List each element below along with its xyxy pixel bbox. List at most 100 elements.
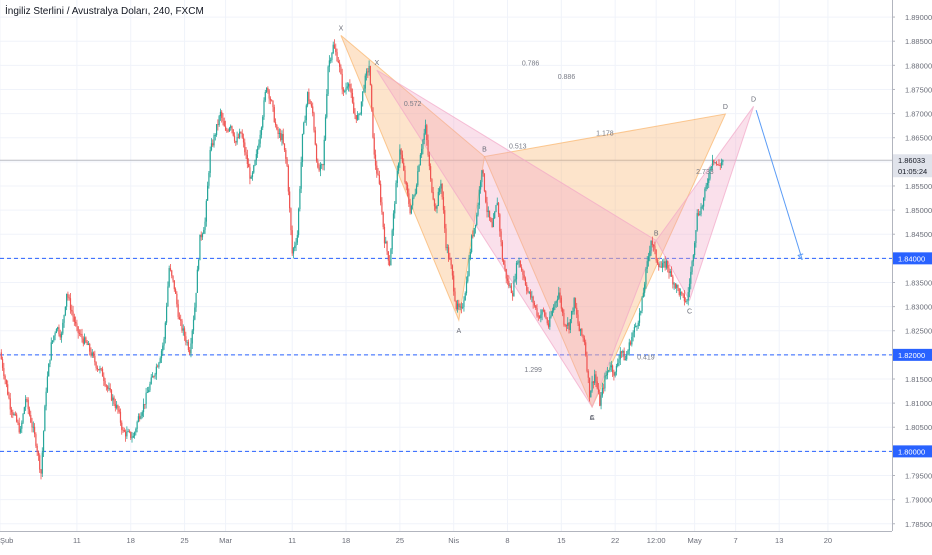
price-tick-label: 1.86500 <box>905 134 932 143</box>
candle-body <box>719 165 721 166</box>
time-axis[interactable]: Şub 11 18 25 Mar 11 18 25 Nis 8 15 22 12:00 May 7 13 20 <box>0 531 892 546</box>
countdown-label: 01:05:24 <box>898 167 927 176</box>
candle-body <box>687 292 689 301</box>
candle-body <box>148 390 150 393</box>
candle-body <box>27 399 29 410</box>
pattern-pink-point-label: A <box>590 415 595 422</box>
candle-body <box>535 305 537 309</box>
candle-body <box>372 107 374 138</box>
candle-body <box>236 137 238 143</box>
candle-body <box>262 116 264 128</box>
candle-body <box>163 338 165 346</box>
candle-body <box>594 374 596 383</box>
time-tick-label: Mar <box>219 536 232 545</box>
candle-body <box>614 371 616 376</box>
candle-body <box>705 185 707 189</box>
price-axis-bg <box>892 0 932 550</box>
candle-body <box>472 235 474 237</box>
candle-body <box>186 342 188 343</box>
time-tick-label: Nis <box>448 536 459 545</box>
time-tick-label: 25 <box>180 536 188 545</box>
candle-body <box>46 376 49 392</box>
candle-body <box>697 213 700 216</box>
projection-arrow-head <box>797 253 804 261</box>
candle-body <box>587 371 589 378</box>
candle-body <box>287 166 289 192</box>
candle-body <box>663 261 665 264</box>
candle-body <box>431 178 433 193</box>
candle-body <box>482 170 484 174</box>
time-tick-label: 7 <box>734 536 738 545</box>
candle-body <box>346 86 348 88</box>
candle-body <box>559 292 561 298</box>
candle-body <box>282 133 284 144</box>
candle-body <box>421 148 423 155</box>
price-axis[interactable]: 1.89000 1.88500 1.88000 1.87500 1.87000 1.865… <box>892 0 932 550</box>
candle-body <box>95 362 97 368</box>
candle-body <box>491 221 493 228</box>
candle-body <box>59 334 61 338</box>
candle-body <box>486 202 488 213</box>
candle-body <box>526 284 528 291</box>
candle-body <box>709 168 711 179</box>
candle-body <box>362 91 364 102</box>
candle-body <box>49 359 51 365</box>
candle-body <box>583 338 586 343</box>
candle-body <box>37 452 40 456</box>
candle-body <box>578 323 580 332</box>
candle-body <box>371 85 373 108</box>
candle-body <box>567 322 569 326</box>
candle-body <box>199 234 201 261</box>
candle-body <box>654 246 656 250</box>
candle-body <box>386 241 388 252</box>
candle-body <box>437 191 439 207</box>
candle-body <box>382 212 384 227</box>
candle-body <box>139 416 141 419</box>
candle-body <box>233 135 236 142</box>
candle-body <box>131 437 133 439</box>
candle-body <box>400 149 402 155</box>
pattern-pink-point-label: D <box>751 96 756 103</box>
candle-body <box>258 143 260 149</box>
candle-body <box>109 387 111 391</box>
level-tag <box>893 445 932 458</box>
candle-body <box>4 376 6 380</box>
candle-body <box>546 318 548 324</box>
candle-body <box>183 328 186 337</box>
candle-body <box>301 133 304 163</box>
candle-body <box>344 91 346 92</box>
candle-body <box>603 387 605 389</box>
candle-body <box>159 358 161 363</box>
candle-body <box>274 122 277 125</box>
level-tag-label: 1.80000 <box>898 447 925 456</box>
candle-body <box>30 415 32 423</box>
candle-body <box>573 298 575 312</box>
candle-body <box>10 409 13 413</box>
candle-body <box>533 302 536 306</box>
candle-body <box>41 452 43 474</box>
candle-body <box>313 113 315 131</box>
candle-body <box>446 247 448 249</box>
candle-body <box>326 94 328 118</box>
candle-body <box>322 164 324 166</box>
candle-body <box>269 98 272 101</box>
candle-body <box>641 297 643 311</box>
candle-body <box>231 126 233 130</box>
candle-body <box>649 250 651 257</box>
candle-body <box>277 129 279 135</box>
candle-body <box>669 271 671 274</box>
candle-body <box>285 149 287 159</box>
ratio-label: 1.299 <box>524 367 542 374</box>
candle-body <box>332 44 334 54</box>
candle-body <box>426 125 428 141</box>
candle-body <box>331 53 333 60</box>
candle-body <box>449 258 451 260</box>
candle-body <box>586 355 588 372</box>
candle-body <box>214 135 216 136</box>
candle-body <box>306 92 309 106</box>
candle-body <box>364 75 366 89</box>
candle-body <box>149 383 151 391</box>
level-tag-label: 1.82000 <box>898 351 925 360</box>
candle-body <box>189 349 191 354</box>
